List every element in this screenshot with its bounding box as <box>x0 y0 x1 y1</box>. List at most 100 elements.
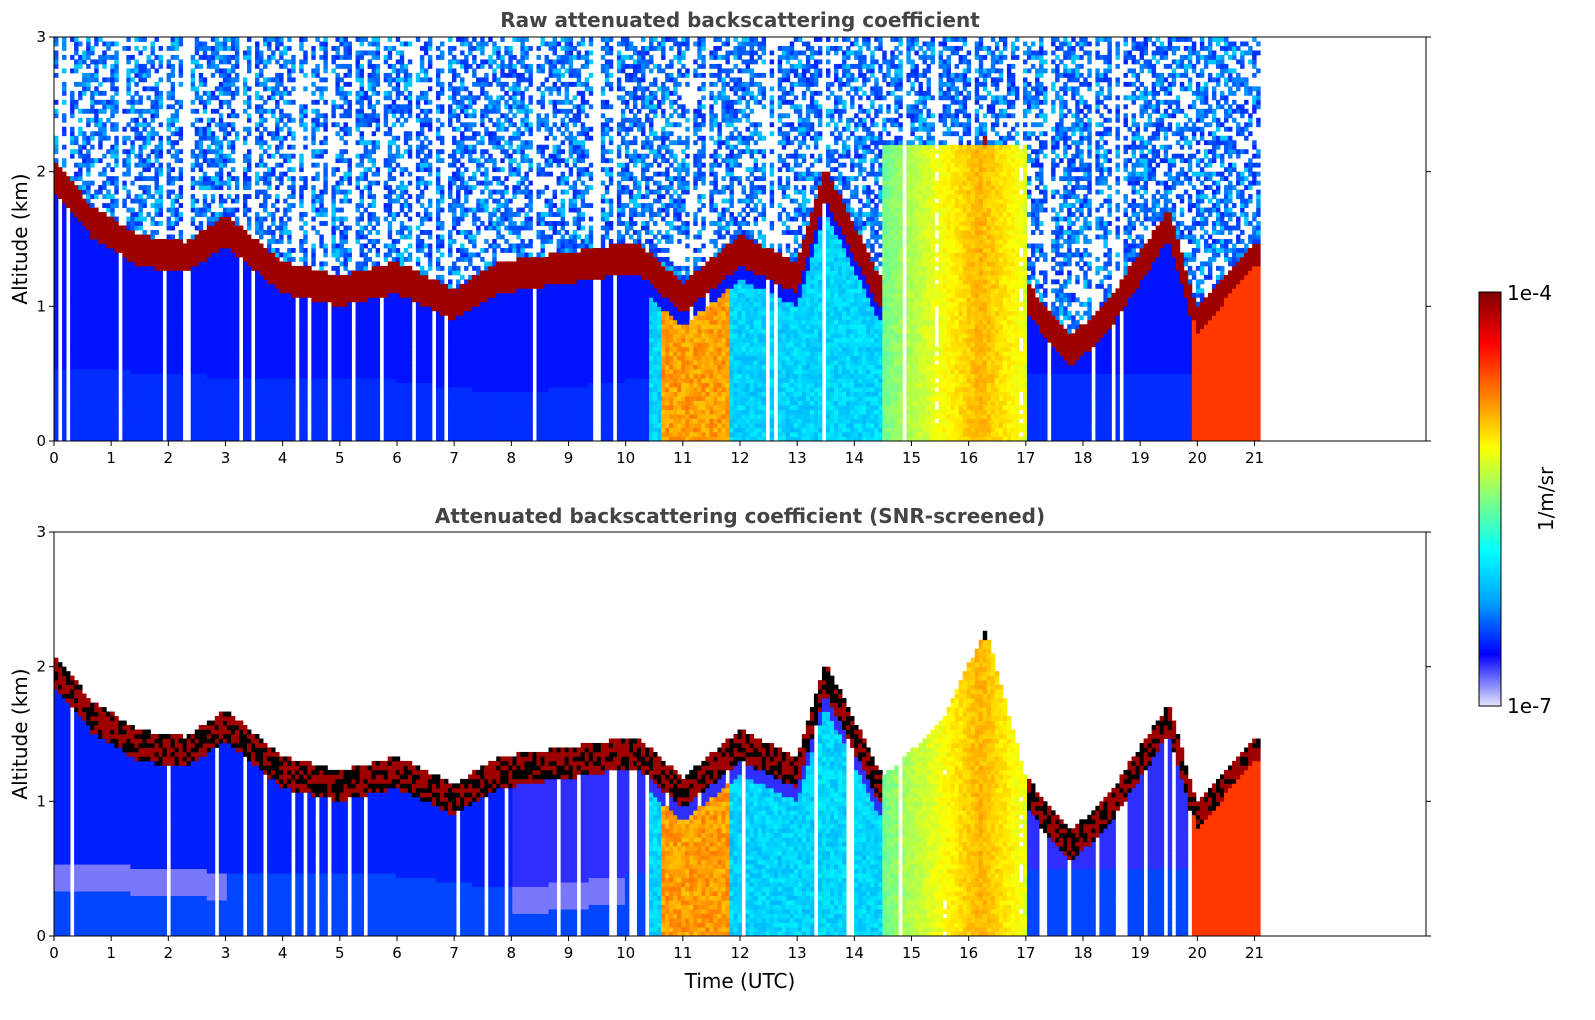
heatmap-cell <box>70 221 74 226</box>
heatmap-cell <box>94 217 98 222</box>
heatmap-cell <box>110 203 114 208</box>
heatmap-cell <box>134 82 138 87</box>
heatmap-cell <box>102 320 106 325</box>
heatmap-cell <box>90 91 94 96</box>
heatmap-cell <box>110 324 114 329</box>
heatmap-cell <box>70 306 74 311</box>
heatmap-cell <box>86 365 90 370</box>
heatmap-cell <box>98 333 102 338</box>
heatmap-cell <box>98 414 102 419</box>
heatmap-cell <box>126 356 130 361</box>
heatmap-cell <box>90 270 94 275</box>
heatmap-cell <box>110 297 114 302</box>
heatmap-cell <box>122 243 126 248</box>
heatmap-cell <box>54 405 58 410</box>
heatmap-cell <box>78 203 82 208</box>
heatmap-cell <box>94 329 98 334</box>
heatmap-cell <box>62 127 66 132</box>
heatmap-cell <box>62 208 66 213</box>
heatmap-cell <box>62 338 66 343</box>
heatmap-cell <box>90 131 94 136</box>
heatmap-cell <box>106 288 110 293</box>
heatmap-cell <box>134 401 138 406</box>
heatmap-cell <box>130 226 134 231</box>
heatmap-cell <box>106 190 110 195</box>
heatmap-cell <box>102 342 106 347</box>
heatmap-cell <box>114 235 118 240</box>
heatmap-cell <box>106 279 110 284</box>
heatmap-cell <box>110 383 114 388</box>
heatmap-cell <box>62 212 66 217</box>
heatmap-cell <box>102 419 106 424</box>
heatmap-cell <box>74 432 78 437</box>
heatmap-cell <box>126 306 130 311</box>
heatmap-cell <box>90 118 94 123</box>
heatmap-cell <box>78 360 82 365</box>
heatmap-cell <box>138 320 142 325</box>
heatmap-cell <box>106 342 110 347</box>
heatmap-cell <box>142 396 146 401</box>
heatmap-cell <box>98 369 102 374</box>
heatmap-cell <box>78 41 82 46</box>
heatmap-cell <box>126 261 130 266</box>
heatmap-cell <box>110 342 114 347</box>
heatmap-cell <box>90 306 94 311</box>
heatmap-cell <box>70 149 74 154</box>
heatmap-cell <box>94 37 98 42</box>
heatmap-cell <box>138 163 142 168</box>
heatmap-cell <box>106 284 110 289</box>
heatmap-cell <box>94 392 98 397</box>
heatmap-cell <box>74 261 78 266</box>
heatmap-cell <box>74 270 78 275</box>
heatmap-cell <box>86 356 90 361</box>
heatmap-cell <box>54 248 58 253</box>
heatmap-cell <box>126 288 130 293</box>
heatmap-cell <box>90 401 94 406</box>
heatmap-cell <box>62 279 66 284</box>
heatmap-cell <box>134 64 138 69</box>
heatmap-cell <box>138 365 142 370</box>
heatmap-cell <box>78 293 82 298</box>
heatmap-cell <box>122 140 126 145</box>
heatmap-cell <box>114 302 118 307</box>
heatmap-cell <box>102 369 106 374</box>
heatmap-cell <box>106 293 110 298</box>
heatmap-cell <box>94 401 98 406</box>
heatmap-cell <box>98 235 102 240</box>
heatmap-cell <box>74 279 78 284</box>
heatmap-cell <box>78 64 82 69</box>
heatmap-cell <box>142 190 146 195</box>
heatmap-cell <box>102 387 106 392</box>
heatmap-cell <box>126 432 130 437</box>
heatmap-cell <box>138 378 142 383</box>
heatmap-cell <box>74 136 78 141</box>
heatmap-cell <box>86 392 90 397</box>
heatmap-cell <box>114 55 118 60</box>
heatmap-cell <box>70 293 74 298</box>
heatmap-cell <box>102 55 106 60</box>
heatmap-cell <box>130 252 134 257</box>
heatmap-cell <box>98 158 102 163</box>
heatmap-cell <box>138 122 142 127</box>
heatmap-cell <box>70 239 74 244</box>
heatmap-cell <box>82 302 86 307</box>
heatmap-cell <box>94 266 98 271</box>
heatmap-cell <box>138 423 142 428</box>
heatmap-cell <box>54 288 58 293</box>
heatmap-cell <box>146 414 150 419</box>
heatmap-cell <box>102 279 106 284</box>
heatmap-cell <box>62 414 66 419</box>
heatmap-cell <box>74 208 78 213</box>
heatmap-cell <box>142 311 146 316</box>
heatmap-cell <box>94 306 98 311</box>
heatmap-cell <box>110 64 114 69</box>
heatmap-cell <box>94 383 98 388</box>
heatmap-cell <box>86 270 90 275</box>
heatmap-cell <box>82 297 86 302</box>
heatmap-cell <box>134 235 138 240</box>
heatmap-cell <box>94 41 98 46</box>
heatmap-cell <box>110 149 114 154</box>
heatmap-cell <box>138 221 142 226</box>
heatmap-cell <box>82 230 86 235</box>
heatmap-cell <box>94 302 98 307</box>
